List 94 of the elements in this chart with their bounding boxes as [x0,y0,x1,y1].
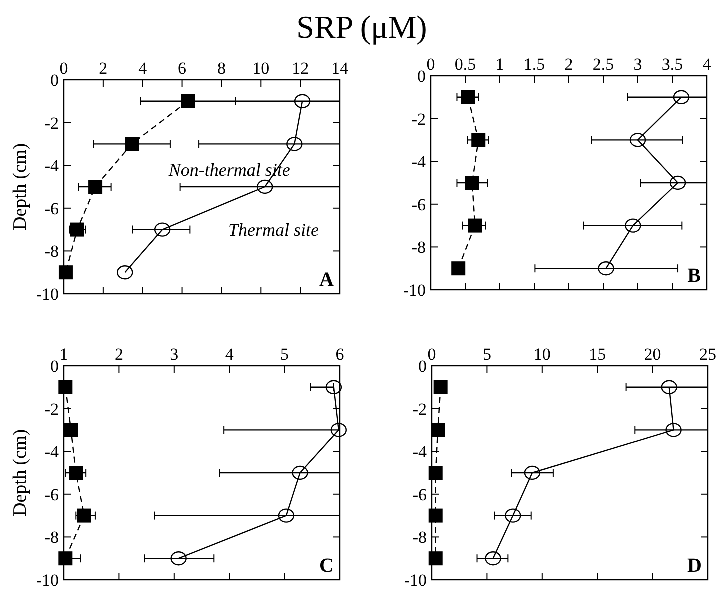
x-tick-label: 2 [564,55,574,74]
annotation: C [320,555,334,577]
y-tick-label: -8 [44,242,59,262]
x-tick-label: 4 [702,55,712,74]
y-tick-label: -4 [44,156,60,176]
point [666,423,682,438]
y-tick-label: -2 [412,110,426,129]
y-tick-label: -4 [412,152,426,172]
x-tick-label: 2 [99,59,108,78]
y-tick-label: -2 [412,400,427,419]
x-tick-label: 8 [217,59,226,78]
x-tick-label: 14 [332,59,349,78]
annotation: B [688,265,701,287]
point [472,133,486,148]
point [286,137,303,152]
point [154,222,171,237]
point [58,380,73,394]
y-axis-title: Depth (cm) [10,143,31,231]
point [598,262,614,276]
x-tick-label: 5 [482,345,492,364]
point [625,218,642,233]
x-tick-label: 1.5 [524,55,546,74]
point [468,218,482,233]
y-tick-label: -10 [404,570,427,590]
point [452,262,466,276]
point [278,508,295,523]
point [77,508,92,523]
point [434,380,448,394]
y-tick-label: -8 [412,528,427,548]
chart-title: SRP (μM) [296,9,428,45]
y-tick-label: -6 [44,199,59,218]
point [181,94,196,108]
x-tick-label: 6 [336,345,344,364]
x-tick-label: 5 [280,345,290,364]
x-tick-label: 12 [292,59,310,78]
annotation: Thermal site [228,220,320,240]
point [428,552,443,566]
x-tick-label: 10 [534,345,551,364]
x-tick-label: 4 [225,345,234,364]
y-tick-label: -6 [412,485,427,504]
x-tick-label: 1 [496,55,504,74]
y-tick-label: -8 [44,528,59,548]
x-tick-label: 2 [114,345,124,364]
point [670,176,686,190]
x-tick-label: 1 [60,345,68,364]
point [58,266,73,280]
y-tick-label: -2 [44,400,59,419]
point [461,90,476,104]
point [485,552,502,566]
y-tick-label: -8 [412,238,426,258]
x-tick-label: 20 [644,345,662,364]
point [170,552,187,566]
point [58,552,73,566]
point [524,466,541,480]
point [630,133,646,148]
point [70,222,84,237]
point [256,180,274,194]
x-tick-label: 3.5 [662,55,684,74]
point [661,380,678,394]
point [465,176,480,190]
x-tick-label: 4 [138,59,148,78]
annotation: A [320,269,335,291]
point [294,94,311,108]
point [69,466,84,480]
y-tick-label: -2 [44,114,59,133]
point [673,90,690,104]
y-tick-label: -4 [412,442,428,462]
y-tick-label: -10 [403,280,426,300]
x-tick-label: 3 [170,345,179,364]
point [330,423,347,438]
y-tick-label: -6 [412,195,426,214]
x-tick-label: 6 [178,59,187,78]
x-tick-label: 25 [700,345,716,364]
point [88,180,103,194]
point [292,466,308,480]
point [326,380,342,394]
point [431,423,446,438]
y-tick-label: -6 [44,485,59,504]
y-tick-label: -10 [36,284,59,304]
x-tick-label: 10 [252,59,270,78]
point [428,466,443,480]
y-axis-title: Depth (cm) [10,429,31,517]
point [64,423,78,438]
annotation: D [688,555,702,577]
point [428,508,443,523]
point [505,508,522,523]
y-tick-label: -10 [36,570,59,590]
x-tick-label: 0.5 [454,55,476,74]
x-tick-label: 3 [634,55,642,74]
x-tick-label: 15 [589,345,606,364]
x-tick-label: 2.5 [592,55,614,74]
point [117,266,134,280]
y-tick-label: -4 [44,442,60,462]
point [125,137,140,152]
